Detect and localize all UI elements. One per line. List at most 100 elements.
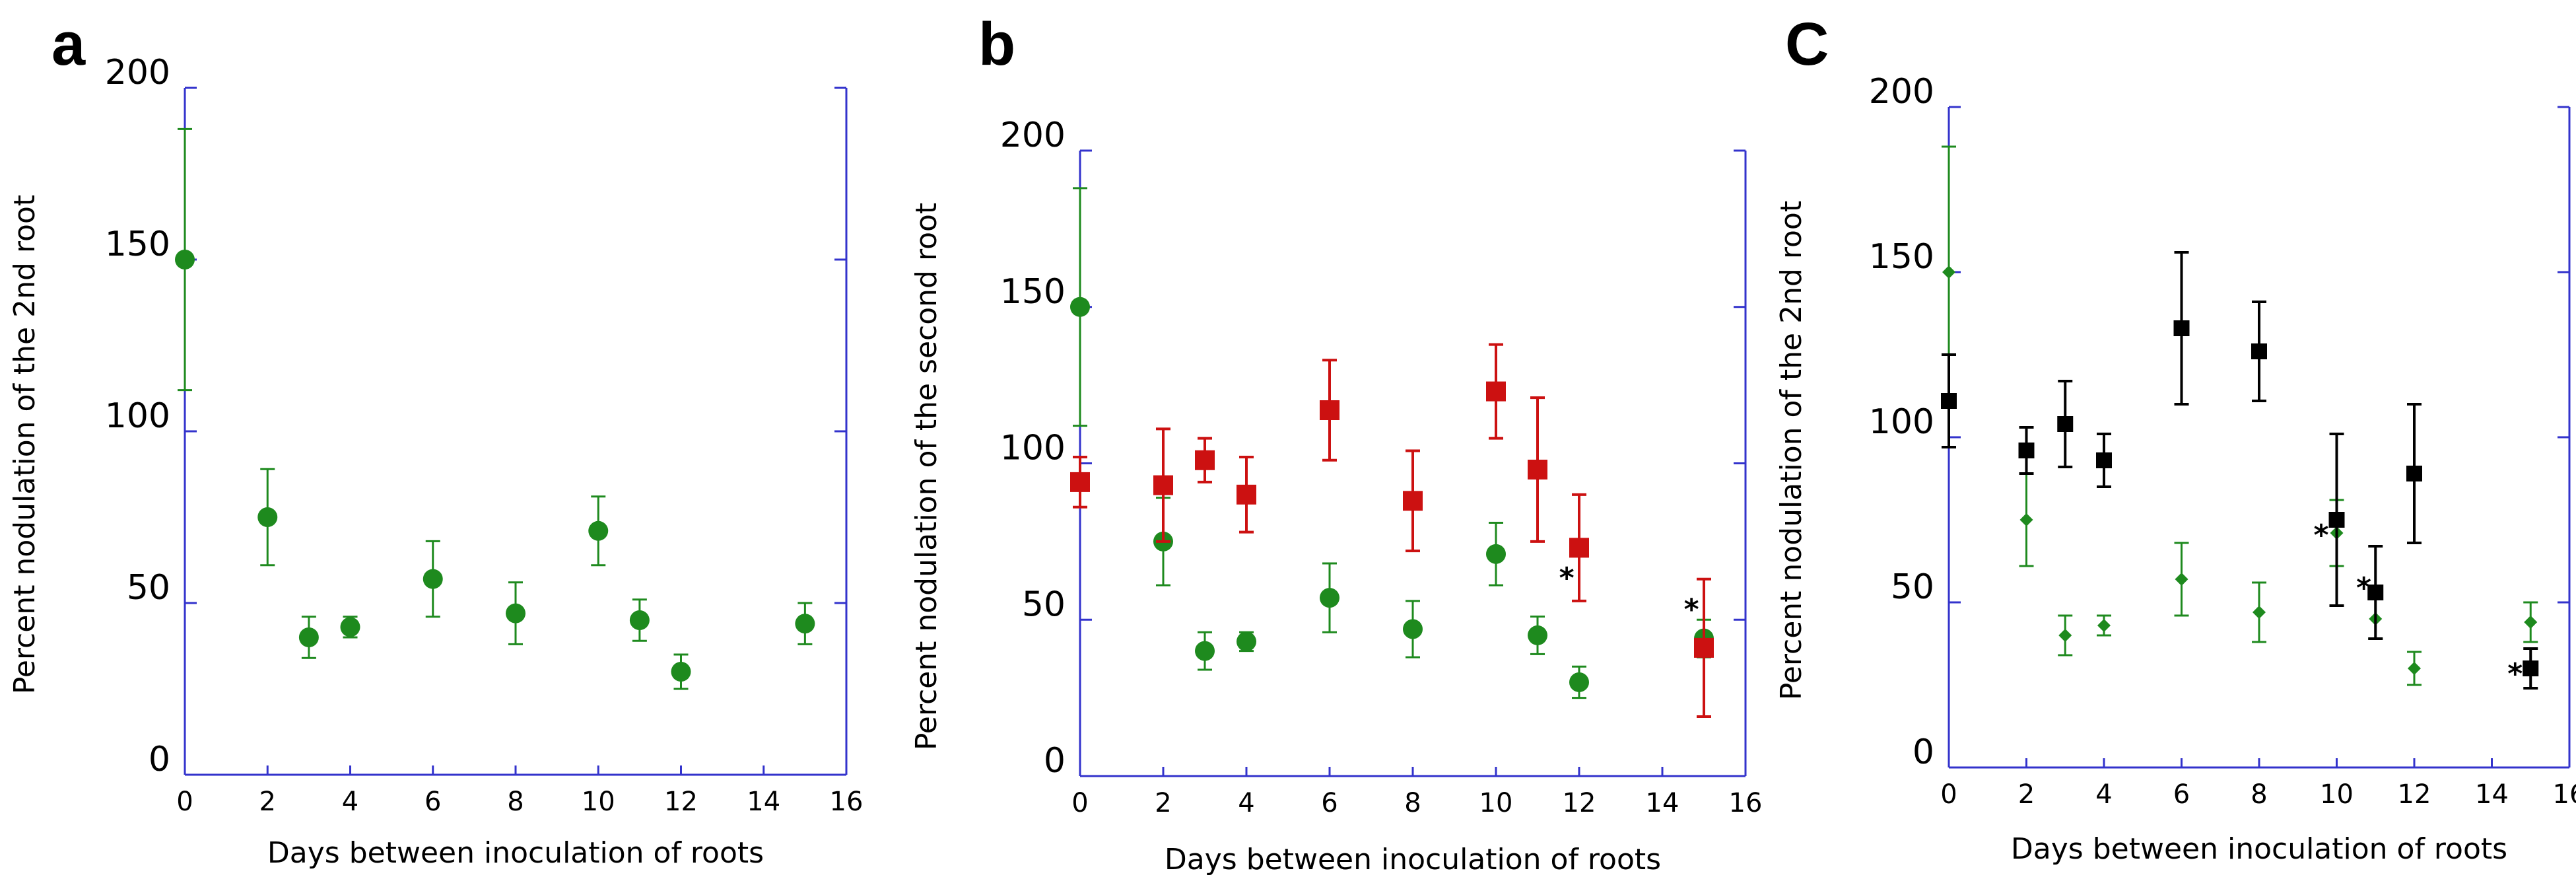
x-tick-label: 14 (747, 787, 780, 817)
chart-a: 0 50 100 150 200 0 2 4 6 8 10 12 14 16 Days between in… (8, 53, 863, 870)
data-point (2253, 606, 2266, 619)
x-tick-label: 8 (1404, 788, 1421, 818)
x-tick-label: 0 (1071, 788, 1088, 818)
x-tick-label: 12 (664, 787, 698, 817)
significance-star: * (2507, 657, 2523, 691)
data-point (1403, 619, 1423, 639)
data-point (257, 507, 278, 527)
significance-star: * (2356, 571, 2371, 605)
x-tick-label: 0 (176, 787, 193, 817)
x-tick-label: 4 (2095, 779, 2112, 810)
data-point (1694, 637, 1714, 658)
x-tick-label: 12 (2398, 779, 2431, 810)
y-tick-label: 150 (1000, 272, 1066, 312)
x-tick-label: 4 (342, 787, 358, 817)
data-point (2367, 585, 2384, 600)
y-tick-label: 50 (1022, 585, 1066, 624)
data-point (671, 662, 691, 682)
data-point (2173, 320, 2190, 336)
y-axis-title: Percent nodulation of the 2nd root (1775, 201, 1808, 700)
series-green (1070, 187, 1714, 699)
significance-star: * (2313, 518, 2328, 552)
data-point (423, 569, 443, 589)
data-point (1070, 472, 1090, 492)
data-point (1403, 491, 1423, 511)
x-tick-label: 14 (2475, 779, 2509, 810)
data-point (1195, 450, 1215, 470)
x-tick-label: 10 (1479, 788, 1513, 818)
data-point (1528, 459, 1547, 480)
y-tick-label: 150 (105, 225, 170, 264)
data-point (175, 250, 195, 269)
x-tick-label: 2 (2018, 779, 2035, 810)
series-red (1070, 343, 1714, 719)
y-tick-label: 200 (1000, 116, 1066, 155)
data-point (298, 627, 319, 647)
data-point (2057, 416, 2074, 432)
y-tick-label: 100 (105, 396, 170, 436)
data-point (340, 617, 360, 637)
panel-label-a: a (51, 11, 86, 78)
chart-b: 0 50 100 150 200 0 2 4 6 8 10 12 14 16 Days between in… (910, 116, 1762, 876)
y-tick-label: 150 (1869, 237, 1934, 277)
significance-star: * (1684, 592, 1699, 626)
data-point (1941, 393, 1957, 409)
data-point (2175, 573, 2188, 586)
x-tick-label: 16 (1729, 788, 1763, 818)
x-tick-label: 6 (2173, 779, 2190, 810)
data-point (2524, 616, 2538, 629)
data-point (1320, 588, 1339, 608)
chart-C: 0 50 100 150 200 0 2 4 6 8 10 12 14 16 Days between in… (1775, 72, 2576, 866)
x-tick-label: 0 (1940, 779, 1957, 810)
data-point (2097, 619, 2111, 632)
x-tick-label: 4 (1238, 788, 1254, 818)
x-tick-label: 10 (2320, 779, 2354, 810)
data-point (1153, 475, 1173, 495)
y-tick-label: 200 (105, 53, 170, 92)
x-tick-label: 8 (2251, 779, 2267, 810)
data-point (2018, 443, 2035, 458)
x-axis-title: Days between inoculation of roots (267, 836, 764, 870)
data-point (1486, 381, 1506, 402)
data-point (2251, 343, 2267, 359)
x-tick-label: 14 (1646, 788, 1679, 818)
data-point (1528, 625, 1547, 645)
data-point (2523, 660, 2539, 676)
data-point (2406, 466, 2422, 481)
data-point (1237, 631, 1256, 652)
data-point (1070, 297, 1090, 317)
x-tick-label: 6 (424, 787, 441, 817)
series-black (1941, 251, 2539, 690)
data-point (506, 603, 525, 623)
x-tick-label: 2 (259, 787, 276, 817)
y-tick-label: 0 (1044, 741, 1066, 781)
x-tick-label: 10 (582, 787, 615, 817)
data-point (2096, 452, 2112, 468)
series-green (175, 127, 815, 690)
data-point (1486, 544, 1506, 564)
y-tick-label: 100 (1869, 402, 1934, 442)
x-tick-label: 12 (1563, 788, 1596, 818)
y-tick-label: 50 (1891, 567, 1934, 607)
data-point (1195, 641, 1215, 661)
x-tick-label: 6 (1321, 788, 1338, 818)
data-point (629, 610, 650, 630)
x-axis-title: Days between inoculation of roots (1165, 843, 1661, 876)
y-axis-title: Percent nodulation of the 2nd root (8, 195, 42, 694)
data-point (1237, 484, 1256, 505)
data-point (795, 614, 815, 634)
x-tick-label: 16 (830, 787, 864, 817)
y-tick-label: 0 (149, 740, 170, 779)
y-tick-label: 50 (127, 568, 170, 608)
data-point (2408, 662, 2421, 675)
data-point (2058, 629, 2072, 642)
panel-label-c: C (1785, 11, 1829, 78)
x-axis-title: Days between inoculation of roots (2011, 832, 2507, 866)
x-tick-label: 8 (507, 787, 524, 817)
data-point (2328, 512, 2345, 528)
y-tick-label: 100 (1000, 429, 1066, 468)
data-point (1320, 400, 1339, 421)
y-tick-label: 200 (1869, 72, 1934, 112)
series-green (1942, 145, 2538, 686)
